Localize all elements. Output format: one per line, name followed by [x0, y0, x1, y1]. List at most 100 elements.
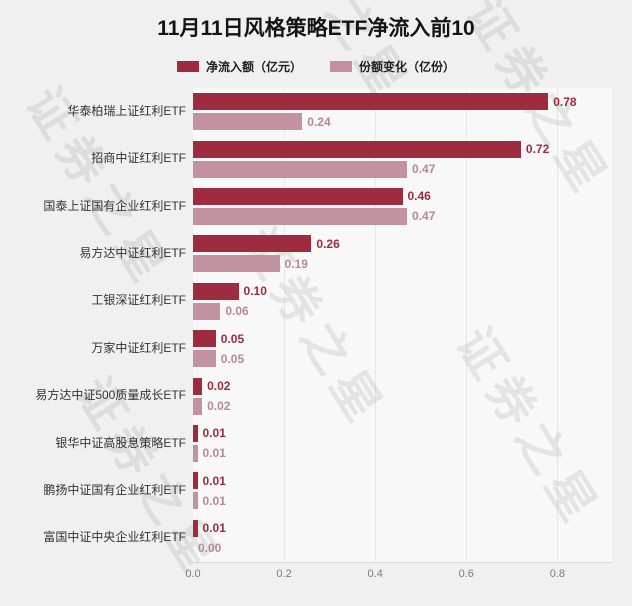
value-label: 0.01 — [202, 521, 226, 536]
chart-row: 富国中证中央企业红利ETF 0.01 0.00 — [0, 519, 612, 557]
category-label: 易方达中证500质量成长ETF — [35, 388, 186, 403]
share-change-bar — [193, 444, 198, 462]
chart-row: 国泰上证国有企业红利ETF 0.46 0.47 — [0, 187, 612, 225]
share-change-bar — [193, 113, 303, 131]
bar-chart: 华泰柏瑞上证红利ETF 0.78 0.24 招商中证红利ETF 0.72 0.47 国泰上证… — [0, 88, 612, 562]
net-inflow-bar — [193, 235, 312, 253]
value-label: 0.00 — [198, 541, 222, 556]
share-change-bar — [193, 492, 198, 510]
x-tick-label: 0.2 — [276, 568, 292, 580]
bar-group: 0.10 0.06 — [193, 282, 612, 320]
net-inflow-bar-line: 0.46 — [193, 187, 612, 205]
category-label: 鹏扬中证国有企业红利ETF — [43, 482, 186, 497]
share-change-bar — [193, 302, 221, 320]
chart-row: 工银深证红利ETF 0.10 0.06 — [0, 282, 612, 320]
share-change-bar-line: 0.01 — [193, 444, 612, 462]
category-label: 易方达中证红利ETF — [79, 245, 186, 260]
bar-group: 0.26 0.19 — [193, 235, 612, 273]
net-inflow-bar-line: 0.26 — [193, 235, 612, 253]
legend-item-net-inflow: 净流入额（亿元） — [176, 58, 302, 75]
value-label: 0.72 — [525, 142, 550, 157]
gridline — [375, 88, 377, 562]
net-inflow-bar — [193, 187, 403, 205]
share-change-bar-line: 0.19 — [193, 255, 612, 273]
chart-row: 鹏扬中证国有企业红利ETF 0.01 0.01 — [0, 472, 612, 510]
share-change-bar-line: 0.47 — [193, 207, 612, 225]
share-change-swatch — [330, 61, 352, 72]
net-inflow-bar-line: 0.05 — [193, 330, 612, 348]
legend-label-share-change: 份额变化（亿份） — [359, 60, 456, 74]
category-label: 招商中证红利ETF — [91, 151, 186, 166]
net-inflow-bar — [193, 330, 216, 348]
bar-group: 0.01 0.01 — [193, 424, 612, 462]
net-inflow-swatch — [176, 61, 199, 72]
net-inflow-bar — [193, 472, 198, 490]
value-label: 0.01 — [202, 446, 226, 461]
share-change-bar — [193, 207, 408, 225]
value-label: 0.05 — [220, 331, 245, 346]
share-change-bar-line: 0.06 — [193, 302, 612, 320]
net-inflow-bar — [193, 424, 198, 442]
value-label: 0.01 — [202, 493, 226, 508]
gridline — [466, 88, 468, 562]
value-label: 0.47 — [412, 162, 436, 177]
value-label: 0.01 — [202, 426, 226, 441]
category-label: 国泰上证国有企业红利ETF — [43, 198, 186, 213]
chart-row: 易方达中证500质量成长ETF 0.02 0.02 — [0, 377, 612, 415]
gridline — [284, 88, 286, 562]
share-change-bar-line: 0.05 — [193, 350, 612, 368]
chart-row: 万家中证红利ETF 0.05 0.05 — [0, 330, 612, 368]
category-label: 富国中证中央企业红利ETF — [43, 530, 186, 545]
bar-group: 0.01 0.01 — [193, 472, 612, 510]
bar-group: 0.05 0.05 — [193, 330, 612, 368]
share-change-bar-line: 0.47 — [193, 160, 612, 178]
x-tick-label: 0.6 — [458, 568, 474, 580]
net-inflow-bar — [193, 282, 239, 300]
net-inflow-bar-line: 0.10 — [193, 282, 612, 300]
value-label: 0.02 — [207, 379, 231, 394]
x-tick-label: 0.4 — [367, 568, 383, 580]
share-change-bar-line: 0.00 — [193, 540, 612, 557]
legend-label-net-inflow: 净流入额（亿元） — [205, 60, 302, 74]
net-inflow-bar — [193, 140, 521, 158]
net-inflow-bar-line: 0.01 — [193, 519, 612, 537]
category-label: 华泰柏瑞上证红利ETF — [67, 103, 186, 118]
net-inflow-bar-line: 0.01 — [193, 472, 612, 490]
x-axis: 0.0 0.2 0.4 0.6 0.8 — [185, 568, 612, 584]
category-label: 银华中证高股息策略ETF — [55, 435, 186, 450]
share-change-bar-line: 0.02 — [193, 397, 612, 415]
value-label: 0.26 — [316, 236, 340, 251]
bar-group: 0.72 0.47 — [193, 140, 612, 178]
value-label: 0.05 — [220, 351, 245, 366]
chart-row: 易方达中证红利ETF 0.26 0.19 — [0, 235, 612, 273]
chart-title: 11月11日风格策略ETF净流入前10 — [157, 17, 475, 40]
share-change-bar — [193, 255, 280, 273]
share-change-bar — [193, 160, 408, 178]
value-label: 0.47 — [412, 209, 436, 224]
value-label: 0.06 — [225, 304, 249, 319]
net-inflow-bar-line: 0.01 — [193, 424, 612, 442]
bar-group: 0.46 0.47 — [193, 187, 612, 225]
value-label: 0.46 — [407, 189, 431, 204]
share-change-bar — [193, 397, 203, 415]
value-label: 0.78 — [553, 94, 577, 109]
net-inflow-bar-line: 0.02 — [193, 377, 612, 395]
net-inflow-bar — [193, 93, 549, 111]
gridline — [557, 88, 559, 562]
value-label: 0.02 — [207, 399, 231, 414]
net-inflow-bar — [193, 519, 198, 537]
legend: 净流入额（亿元） 份额变化（亿份） — [0, 58, 632, 75]
net-inflow-bar-line: 0.78 — [193, 93, 612, 111]
category-label: 万家中证红利ETF — [91, 340, 186, 355]
x-tick-label: 0.8 — [549, 568, 565, 580]
legend-item-share-change: 份额变化（亿份） — [330, 58, 455, 75]
chart-row: 华泰柏瑞上证红利ETF 0.78 0.24 — [0, 93, 612, 131]
value-label: 0.10 — [243, 284, 267, 299]
net-inflow-bar-line: 0.72 — [193, 140, 612, 158]
net-inflow-bar — [193, 377, 203, 395]
share-change-bar — [193, 350, 216, 368]
category-label: 工银深证红利ETF — [91, 293, 186, 308]
value-label: 0.24 — [307, 114, 331, 129]
chart-row: 银华中证高股息策略ETF 0.01 0.01 — [0, 424, 612, 462]
